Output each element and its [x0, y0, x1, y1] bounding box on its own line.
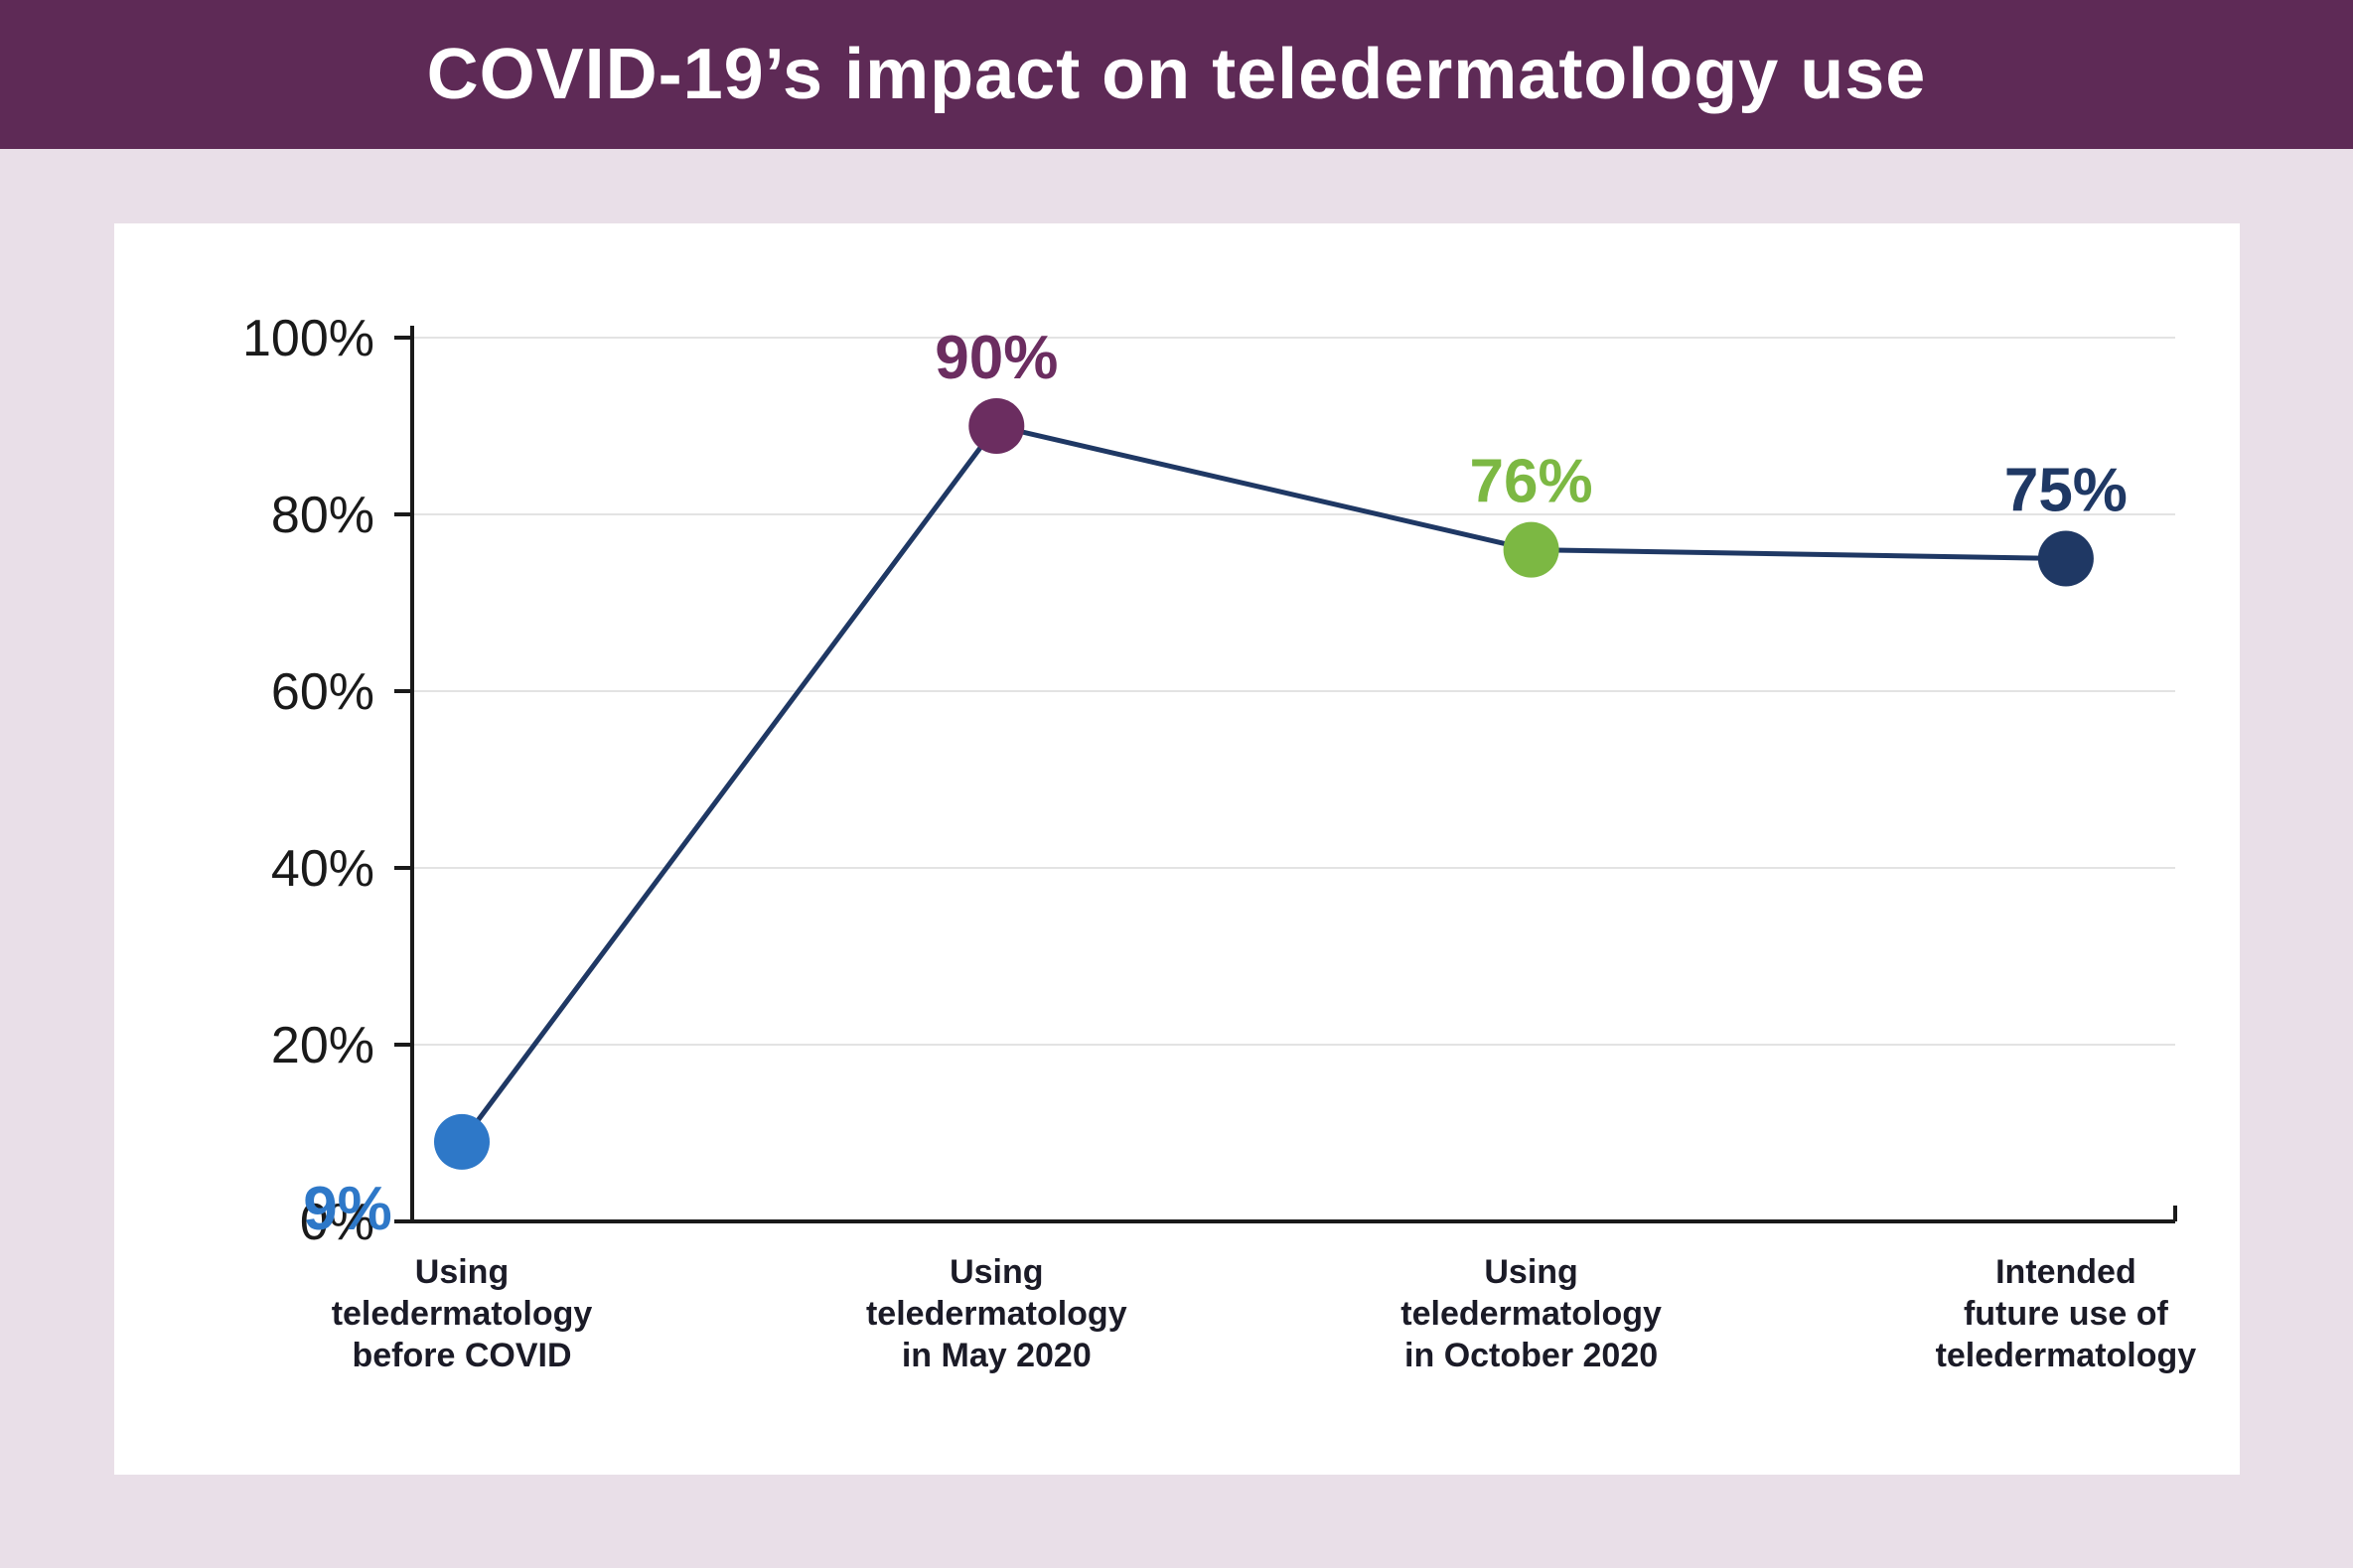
y-tick-label: 40%: [271, 840, 374, 898]
series-line: [459, 423, 2066, 1144]
data-label: 75%: [2004, 457, 2128, 525]
data-point: [2037, 530, 2094, 587]
data-point: [1503, 521, 1559, 578]
x-tick-label: Using teledermatology in May 2020: [866, 1253, 1127, 1374]
data-label: 76%: [1470, 448, 1593, 516]
y-tick-label: 60%: [271, 663, 374, 721]
data-label: 9%: [303, 1175, 392, 1243]
y-tick-label: 0%: [300, 1194, 374, 1251]
x-tick-label: Using teledermatology in October 2020: [1400, 1253, 1662, 1374]
y-tick-label: 100%: [242, 310, 374, 367]
data-label: 90%: [935, 324, 1058, 392]
y-tick-label: 20%: [271, 1017, 374, 1074]
chart-card: 0% 20% 40% 60% 80% 100% 9% 90% 76% 75% Using telede…: [114, 223, 2240, 1475]
line-chart: 0% 20% 40% 60% 80% 100% 9% 90% 76% 75% Using telede…: [242, 310, 2197, 1374]
page-title: COVID-19’s impact on teledermatology use: [426, 35, 1927, 114]
data-point: [968, 398, 1025, 454]
x-tick-label: Using teledermatology before COVID: [332, 1253, 593, 1374]
y-tick-label: 80%: [271, 487, 374, 544]
chart-title-bar: COVID-19’s impact on teledermatology use: [0, 0, 2353, 149]
x-tick-label: Intended future use of teledermatology: [1936, 1253, 2197, 1374]
data-point: [434, 1113, 490, 1170]
